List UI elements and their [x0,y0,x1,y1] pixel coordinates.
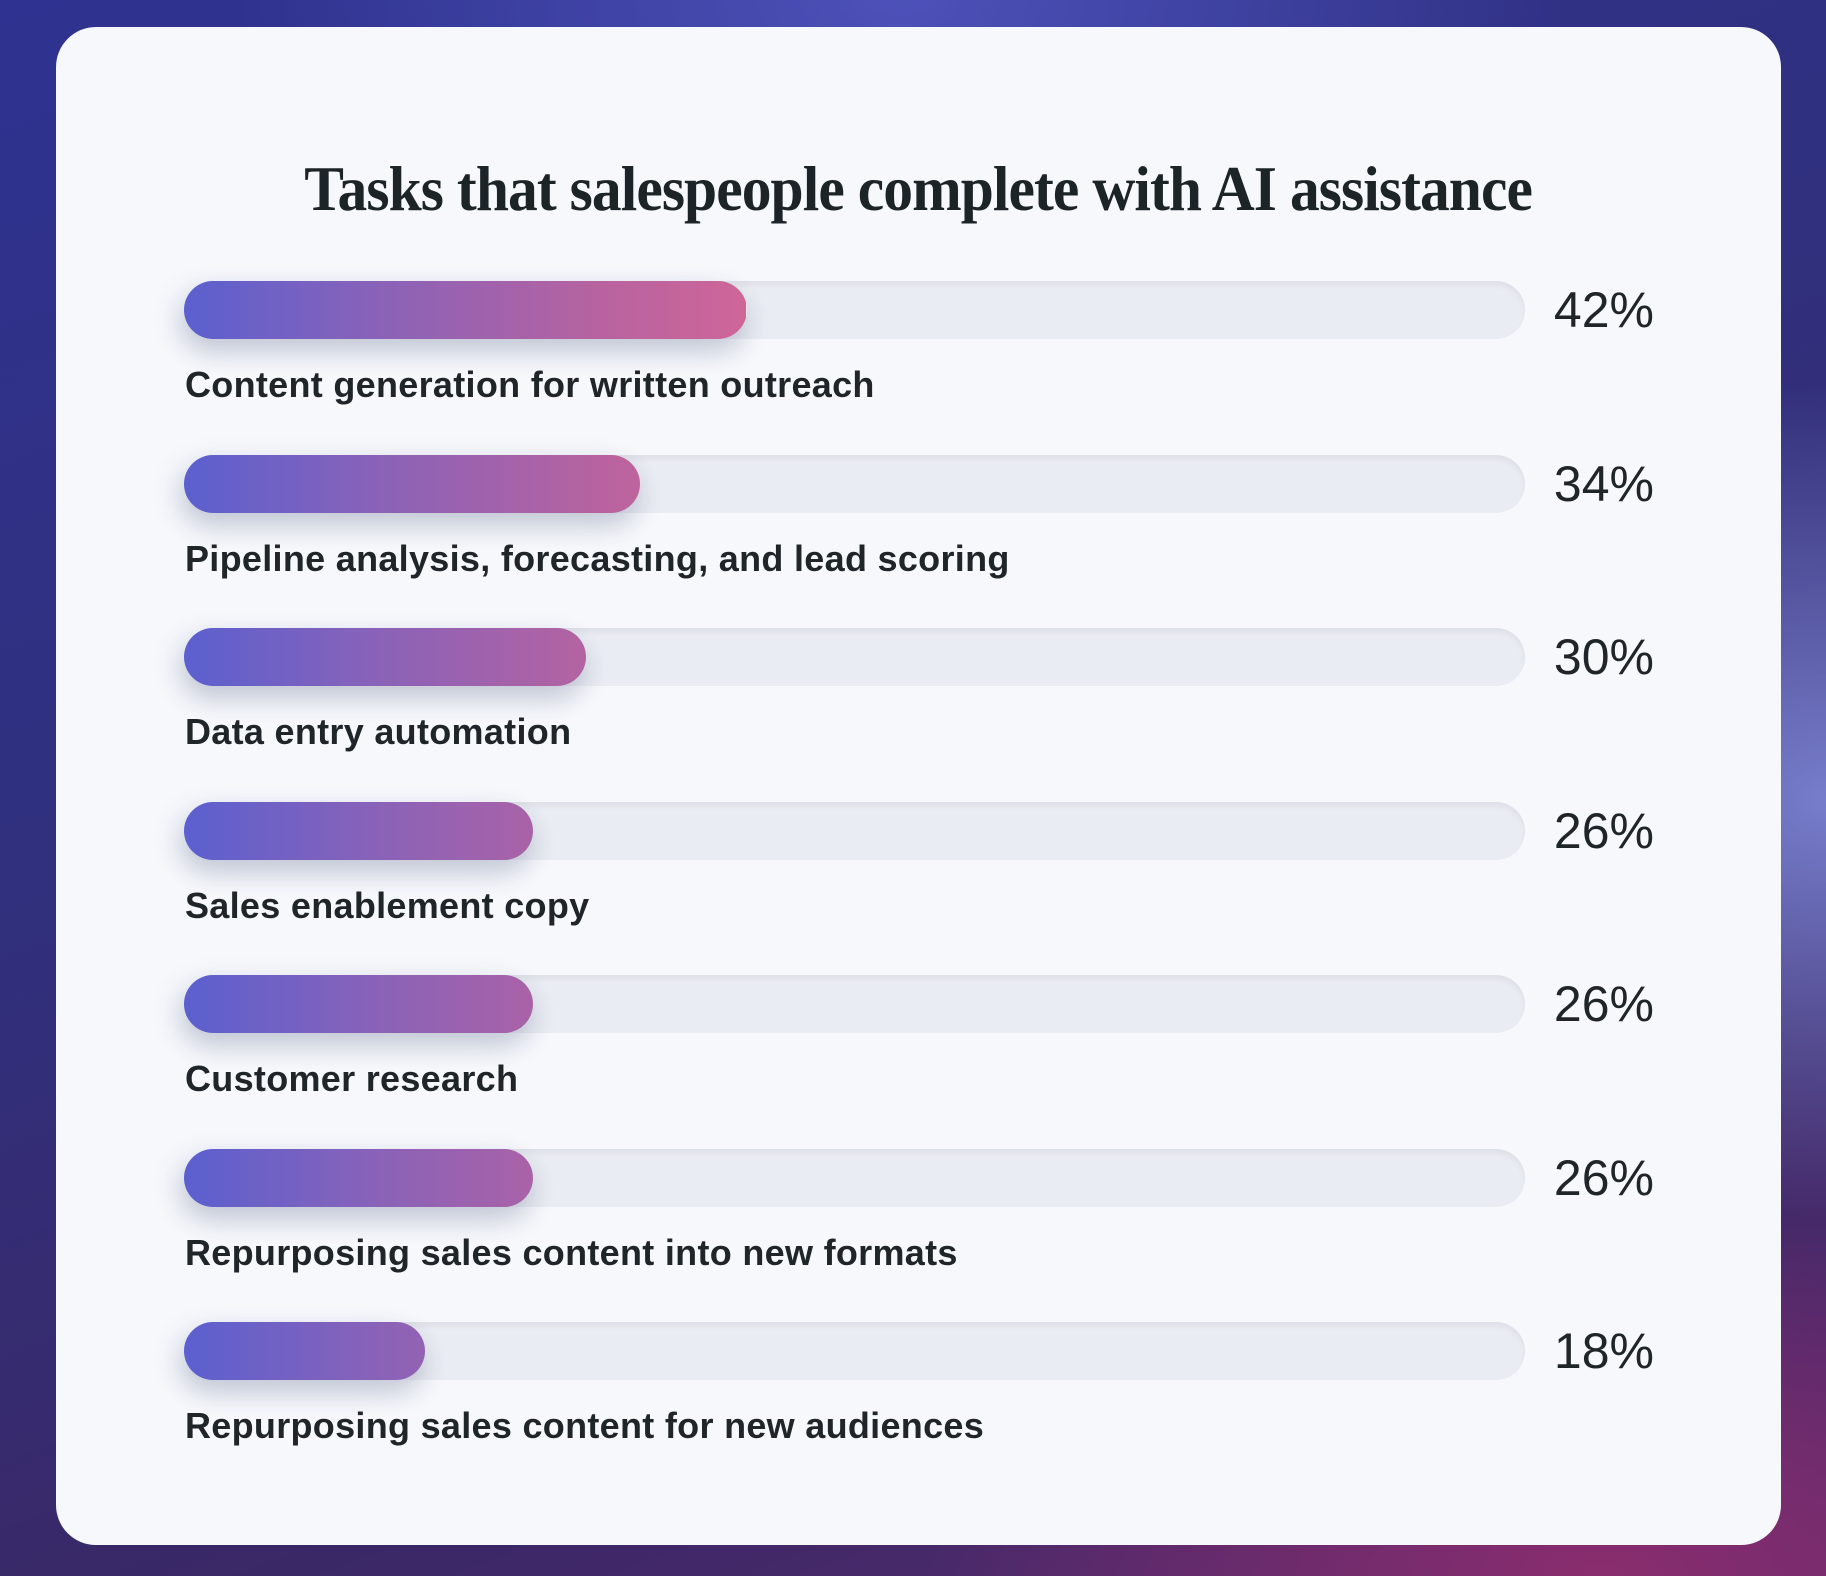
bar-value: 26% [1553,976,1654,1032]
bar-track [184,1148,1525,1207]
chart-card: Tasks that salespeople complete with AI … [56,27,1781,1545]
bar-row: 34% Pipeline analysis, forecasting, and … [184,454,1654,605]
bar-value: 18% [1553,1323,1654,1379]
bar-row: 42% Content generation for written outre… [184,281,1654,431]
bar-label: Pipeline analysis, forecasting, and lead… [185,537,1010,579]
bar-value: 26% [1553,802,1654,859]
bar-label: Repurposing sales content into new forma… [185,1231,958,1273]
bar-fill [184,801,533,860]
chart-title-text: Tasks that salespeople complete with AI … [304,153,1534,224]
bar-track [184,975,1525,1033]
bar-label: Customer research [185,1058,519,1099]
bar-value: 30% [1553,629,1654,685]
bar-row: 26% Repurposing sales content into new f… [184,1148,1654,1299]
bar-row: 26% Sales enablement copy [184,801,1654,952]
bar-track [184,801,1525,860]
bar-fill [184,1148,533,1207]
bar-label: Sales enablement copy [185,884,590,926]
bar-fill [184,454,640,513]
bar-fill [184,975,533,1033]
bar-value: 26% [1553,1149,1654,1206]
bar-fill [184,1322,426,1380]
bar-row: 18% Repurposing sales content for new au… [184,1322,1654,1472]
bar-fill [184,628,587,686]
bar-label: Repurposing sales content for new audien… [185,1405,985,1446]
bar-row: 26% Customer research [184,975,1654,1125]
bar-label: Data entry automation [185,711,572,752]
bar-label: Content generation for written outreach [185,364,875,405]
bar-track [184,1322,1525,1380]
bar-row: 30% Data entry automation [184,628,1654,778]
bar-track [184,281,1525,339]
bar-fill [184,281,748,339]
bar-track [184,628,1525,686]
bar-value: 34% [1553,455,1654,512]
chart-title: Tasks that salespeople complete with AI … [56,151,1781,227]
bar-track [184,454,1525,513]
bar-value: 42% [1553,282,1654,338]
